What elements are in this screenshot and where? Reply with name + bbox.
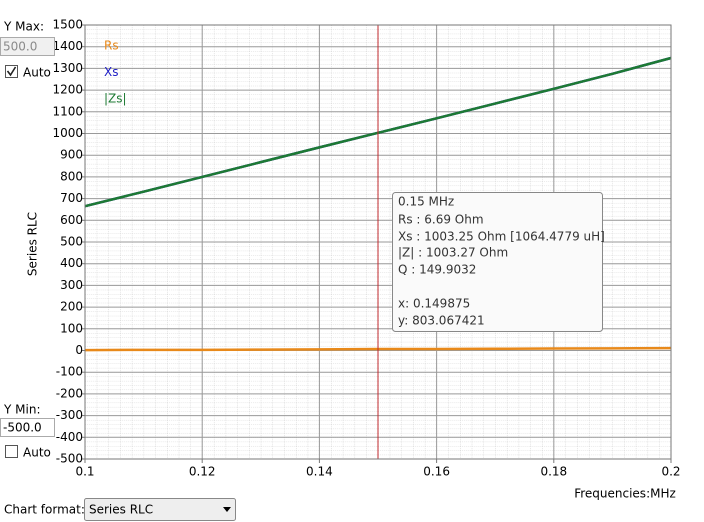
y-max-spinbox[interactable] (0, 37, 55, 56)
x-tick-label: 0.14 (306, 465, 333, 479)
y-tick-label: 1500 (52, 18, 83, 32)
y-tick-label: -500 (56, 452, 83, 466)
y-tick-label: 400 (60, 256, 83, 270)
y-tick-label: 800 (60, 169, 83, 183)
tooltip-line: 0.15 MHz (398, 195, 454, 209)
y-min-spinbox[interactable] (0, 418, 55, 437)
y-max-label: Y Max: (3, 20, 44, 34)
x-tick-label: 0.16 (423, 465, 450, 479)
tooltip-box (392, 192, 603, 332)
y-tick-label: 1200 (52, 83, 83, 97)
y-tick-label: 1000 (52, 126, 83, 140)
dropdown-arrow (223, 507, 231, 512)
y-tick-label: 1100 (52, 104, 83, 118)
chart-format-dropdown[interactable] (84, 498, 236, 521)
tooltip-line: y: 803.067421 (398, 314, 485, 328)
tooltip: 0.15 MHz Rs : 6.69 Ohm Xs : 1003.25 Ohm [1… (392, 192, 605, 332)
tooltip-line: |Z| : 1003.27 Ohm (398, 246, 508, 260)
y-tick-label: 500 (60, 235, 83, 249)
marks (84, 25, 672, 459)
chart-format-label: Chart format: (4, 503, 85, 517)
tooltip-line: Xs : 1003.25 Ohm [1064.4779 uH] (398, 230, 605, 244)
y-min-value: -500.0 (3, 421, 42, 435)
legend-label: Xs (104, 65, 118, 79)
tooltip-line: Q : 149.9032 (398, 263, 476, 277)
y-tick-label: 700 (60, 191, 83, 205)
y-min-auto-checkbox[interactable] (5, 445, 18, 458)
y-tick-label: 1400 (52, 39, 83, 53)
y-min-label: Y Min: (3, 403, 40, 417)
check-mark (6, 66, 17, 77)
y-tick-label: -100 (56, 365, 83, 379)
y-tick-label: 1300 (52, 61, 83, 75)
x-axis-title: Frequencies:MHz (574, 487, 676, 501)
y-max-auto-label: Auto (23, 66, 51, 80)
y-tick-label: 200 (60, 300, 83, 314)
legend-label: |Zs| (104, 92, 127, 106)
x-tick-label: 0.1 (75, 465, 94, 479)
y-axis-title: Series RLC (26, 212, 40, 276)
y-tick-label: 0 (75, 343, 83, 357)
y-min-auto-label: Auto (23, 446, 51, 460)
y-tick-label: 900 (60, 148, 83, 162)
y-max-value: 500.0 (3, 40, 37, 54)
y-tick-label: -400 (56, 430, 83, 444)
y-tick-label: 300 (60, 278, 83, 292)
tooltip-line: Rs : 6.69 Ohm (398, 213, 484, 227)
chart-format-value: Series RLC (89, 503, 153, 517)
x-tick-label: 0.12 (189, 465, 216, 479)
y-tick-label: 600 (60, 213, 83, 227)
tooltip-line: x: 0.149875 (398, 297, 470, 311)
x-tick-label: 0.2 (661, 465, 680, 479)
legend-label: Rs (104, 39, 119, 53)
y-tick-label: 100 (60, 321, 83, 335)
x-tick-label: 0.18 (540, 465, 567, 479)
y-tick-label: -300 (56, 408, 83, 422)
y-tick-label: -200 (56, 386, 83, 400)
labels: -500 -400 -300 -200 -100 0 100 200 300 400 500 600 7… (52, 18, 680, 479)
